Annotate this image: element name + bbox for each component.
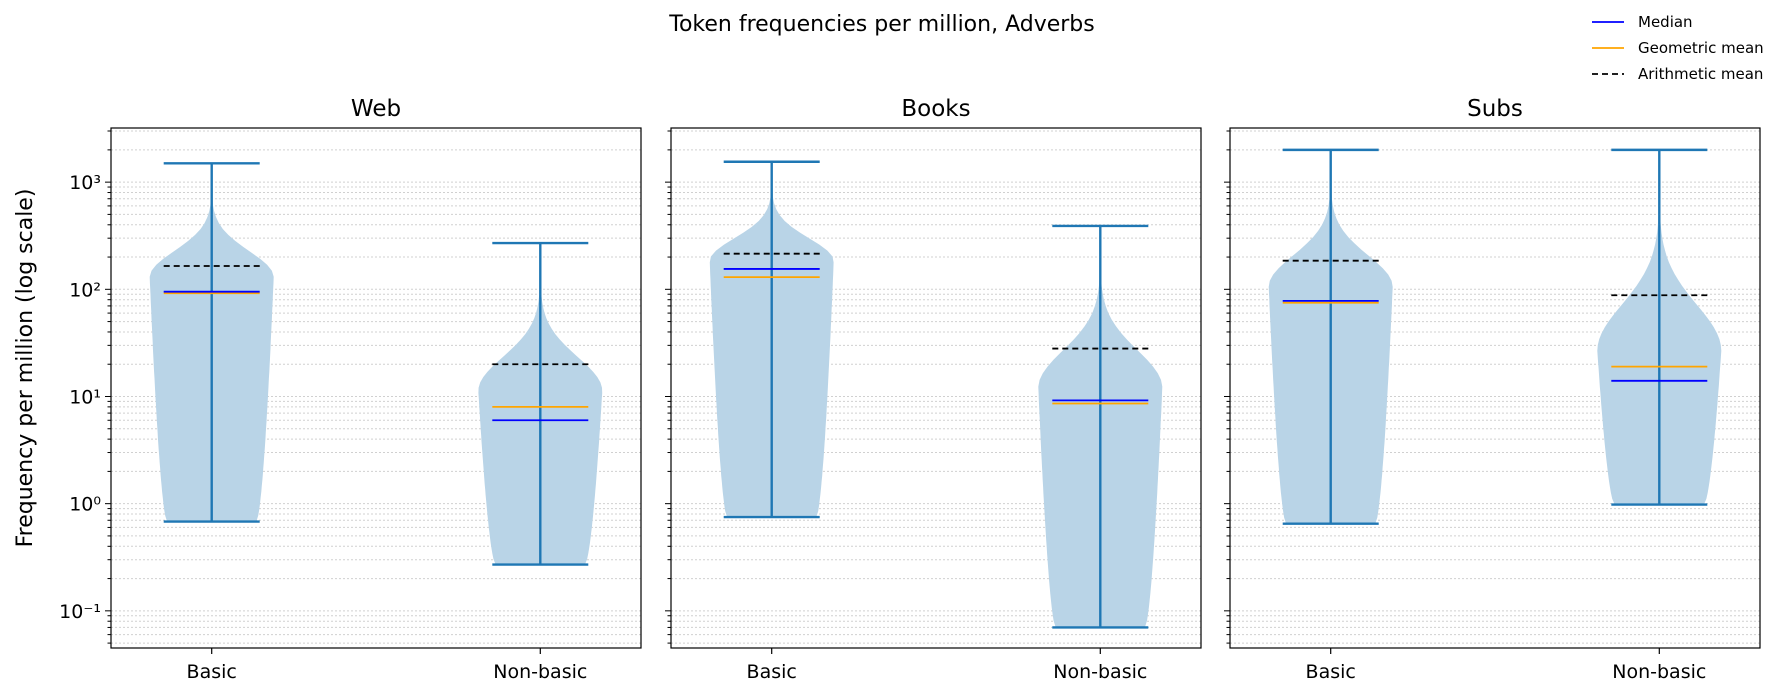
panel-title: Subs: [1467, 96, 1523, 122]
violin-non-basic: [478, 241, 603, 566]
legend-entry: Arithmetic mean: [1592, 65, 1763, 83]
grid-lines: [1230, 130, 1760, 644]
x-tick-label: Basic: [187, 661, 237, 683]
panel-books: Basic Non-basic Books: [665, 96, 1202, 683]
violin-basic: [149, 162, 274, 523]
legend-entry: Median: [1592, 13, 1693, 31]
x-tick-label: Basic: [747, 661, 797, 683]
panel-frame: [110, 127, 642, 649]
legend-entry: Geometric mean: [1592, 39, 1764, 57]
panel-web: Basic Non-basic 10⁻¹ 10⁰ 10¹ 10² 10³ Web: [59, 96, 642, 683]
violin-basic: [709, 160, 834, 519]
panel-frame: [1229, 127, 1761, 649]
y-tick-label: 10⁰: [69, 494, 101, 516]
figure-title: Token frequencies per million, Adverbs: [668, 12, 1094, 37]
x-tick-label: Basic: [1306, 661, 1356, 683]
panel-subs: Basic Non-basic Subs: [1224, 96, 1761, 683]
x-tick-label: Non-basic: [1053, 661, 1147, 683]
x-tick-label: Non-basic: [493, 661, 587, 683]
y-tick-label: 10³: [69, 172, 101, 194]
legend-label: Arithmetic mean: [1638, 65, 1763, 83]
legend-label: Geometric mean: [1638, 39, 1764, 57]
panel-title: Web: [351, 96, 401, 122]
legend-label: Median: [1638, 13, 1693, 31]
x-tick-label: Non-basic: [1612, 661, 1706, 683]
legend: Median Geometric mean Arithmetic mean: [1592, 13, 1764, 83]
panels: Basic Non-basic 10⁻¹ 10⁰ 10¹ 10² 10³ Web Basic No…: [59, 96, 1761, 683]
panel-frame: [670, 127, 1202, 649]
violin-non-basic: [1597, 148, 1722, 506]
y-tick-label: 10¹: [69, 386, 101, 408]
violin-non-basic: [1038, 224, 1163, 629]
violin-basic: [1268, 148, 1393, 525]
panel-title: Books: [901, 96, 970, 122]
y-axis-label: Frequency per million (log scale): [13, 189, 38, 548]
y-tick-label: 10²: [69, 279, 101, 301]
y-tick-label: 10⁻¹: [59, 601, 101, 623]
